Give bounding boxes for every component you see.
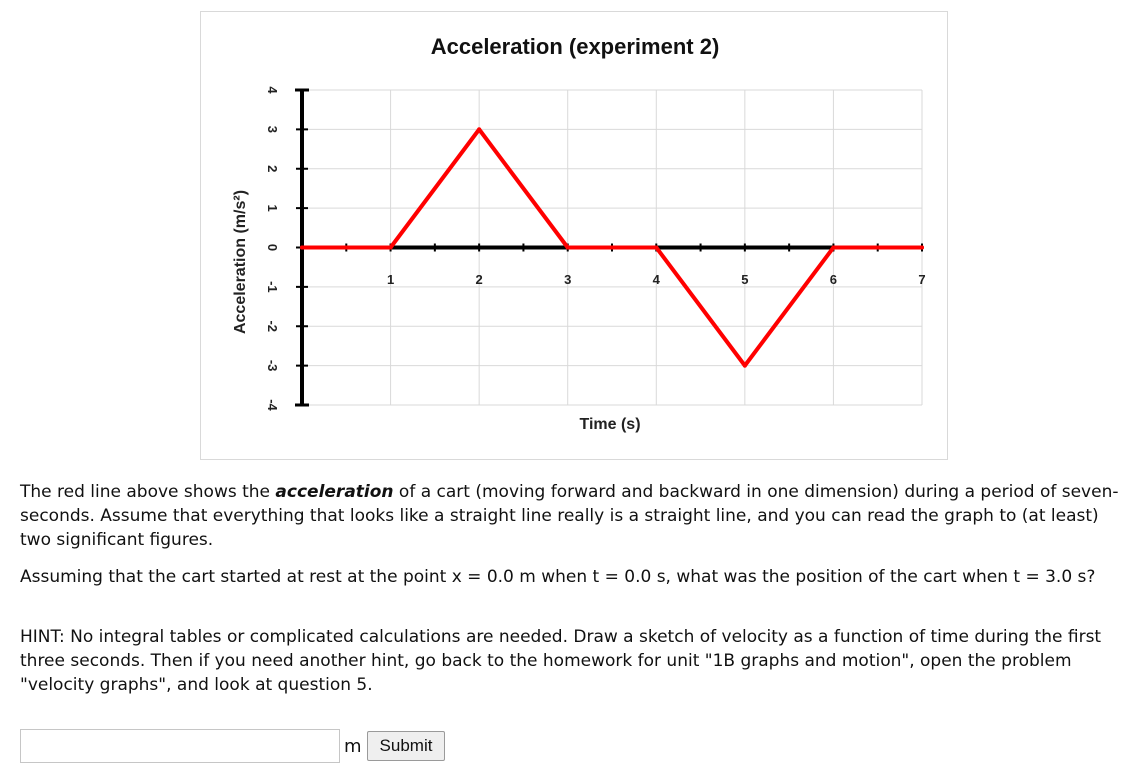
y-axis-label: Acceleration (m/s²) [232,190,249,334]
intro-emphasis: acceleration [275,482,394,502]
question-prompt: Assuming that the cart started at rest a… [20,567,1096,587]
data-point [831,245,836,250]
x-tick-label: 2 [476,272,483,287]
y-tick-label: 0 [265,244,280,251]
intro-text-start: The red line above shows the [20,482,276,502]
acceleration-series-line [300,127,924,368]
data-point [300,245,304,250]
data-point [477,127,482,132]
x-tick-label: 6 [830,272,837,287]
submit-button[interactable]: Submit [366,731,446,761]
y-tick-label: 2 [265,165,280,172]
answer-input[interactable] [20,729,340,763]
chart-title: Acceleration (experiment 2) [431,34,720,59]
intro-text-end: of a cart (moving forward and backward i… [20,482,1119,550]
x-tick-label: 3 [564,272,571,287]
y-tick-label: 1 [265,205,280,212]
unit-label: m [344,735,362,757]
data-point [742,363,747,368]
y-tick-label: -1 [265,281,280,293]
y-tick-label: 3 [265,126,280,133]
question-hint: HINT: No integral tables or complicated … [20,627,1102,695]
y-tick-label: 4 [265,86,280,94]
data-point [565,245,570,250]
data-point [654,245,659,250]
x-axis-label: Time (s) [579,416,640,433]
answer-row: m Submit [20,728,446,764]
x-tick-label: 4 [653,272,661,287]
chart-panel: Acceleration (experiment 2) 4 3 2 1 0 -1 -2 -3 -… [200,11,948,460]
data-point [388,245,393,250]
x-tick-label: 7 [918,272,925,287]
y-tick-label: -4 [265,399,280,411]
data-point [920,245,924,250]
x-tick-label: 5 [741,272,748,287]
question-intro: The red line above shows the acceleratio… [20,480,1130,552]
y-tick-label: -3 [265,360,280,372]
y-tick-label: -2 [265,320,280,332]
acceleration-chart: Acceleration (experiment 2) 4 3 2 1 0 -1 -2 -3 -… [232,34,926,433]
x-tick-label: 1 [387,272,394,287]
